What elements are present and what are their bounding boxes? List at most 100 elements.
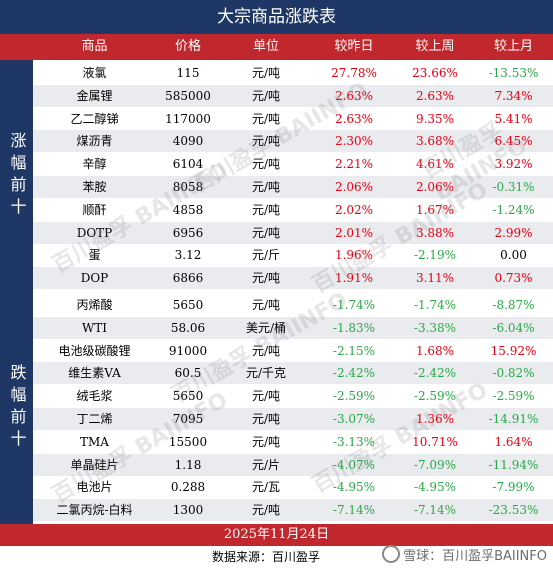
header-month: 较上月 xyxy=(493,39,533,54)
price-cell: 8058 xyxy=(172,180,204,194)
table-row: 绒毛浆 5650 元/吨 -2.59% -2.59% -2.59% xyxy=(33,385,553,407)
change-day-cell: -3.13% xyxy=(332,434,376,449)
table-row: 液氯 115 元/吨 27.78% 23.66% -13.53% xyxy=(33,62,553,84)
table-row: 维生素VA 60.5 元/千克 -2.42% -2.42% -0.82% xyxy=(33,362,553,385)
table-row: 辛醇 6104 元/吨 2.21% 4.61% 3.92% xyxy=(33,153,553,175)
price-cell: 115 xyxy=(176,66,200,80)
table-row: 电池片 0.288 元/瓦 -4.95% -4.95% -7.99% xyxy=(33,476,553,498)
unit-cell: 元/吨 xyxy=(251,434,281,449)
change-month-cell: -14.91% xyxy=(488,412,539,426)
commodity-name: 苯胺 xyxy=(82,180,107,194)
unit-cell: 元/片 xyxy=(251,457,281,472)
price-cell: 15500 xyxy=(168,434,208,449)
change-day-cell: 2.21% xyxy=(334,157,374,172)
change-week-cell: 1.67% xyxy=(415,202,455,217)
commodity-name: 金属锂 xyxy=(76,88,113,103)
change-day-cell: -1.83% xyxy=(332,320,376,335)
change-day-cell: 1.91% xyxy=(334,271,374,286)
table-row: 单晶硅片 1.18 元/片 -4.07% -7.09% -11.94% xyxy=(33,453,553,476)
change-month-cell: 1.64% xyxy=(494,434,533,449)
change-month-cell: 6.45% xyxy=(494,134,533,149)
change-month-cell: -11.94% xyxy=(488,457,539,472)
price-cell: 6104 xyxy=(172,157,204,172)
unit-cell: 元/千克 xyxy=(245,366,287,381)
unit-cell: 美元/桶 xyxy=(245,320,287,335)
change-month-cell: 3.92% xyxy=(494,157,533,172)
price-cell: 5650 xyxy=(172,298,204,312)
price-cell: 3.12 xyxy=(174,248,202,263)
change-day-cell: 2.30% xyxy=(334,134,374,149)
table-title: 大宗商品涨跌表 xyxy=(0,0,553,34)
header-week: 较上周 xyxy=(415,39,455,54)
xueqiu-logo-icon xyxy=(382,545,401,563)
commodity-name: 顺酐 xyxy=(82,202,107,217)
table-row: 煤沥青 4090 元/吨 2.30% 3.68% 6.45% xyxy=(33,130,553,153)
change-week-cell: 2.63% xyxy=(415,88,455,103)
unit-cell: 元/吨 xyxy=(251,157,281,172)
price-cell: 0.288 xyxy=(170,480,206,495)
unit-cell: 元/吨 xyxy=(251,66,281,80)
unit-cell: 元/吨 xyxy=(251,298,281,312)
change-week-cell: -3.38% xyxy=(413,320,457,335)
change-day-cell: 2.02% xyxy=(334,202,374,217)
header-name: 商品 xyxy=(81,39,108,54)
change-day-cell: -4.95% xyxy=(332,480,376,495)
change-week-cell: 1.68% xyxy=(415,343,455,358)
change-day-cell: -2.59% xyxy=(332,389,376,404)
unit-cell: 元/瓦 xyxy=(251,480,281,495)
unit-cell: 元/吨 xyxy=(251,271,281,286)
commodity-name: 煤沥青 xyxy=(76,134,113,149)
change-month-cell: -0.82% xyxy=(492,366,535,381)
unit-cell: 元/斤 xyxy=(251,248,281,263)
change-day-cell: 1.96% xyxy=(334,248,374,263)
unit-cell: 元/吨 xyxy=(251,343,281,358)
change-week-cell: 3.68% xyxy=(415,134,455,149)
losers-group: 跌幅前十 丙烯酸 5650 元/吨 -1.74% -1.74% -8.87% WTI 58.06… xyxy=(0,292,553,524)
table-row: 丙烯酸 5650 元/吨 -1.74% -1.74% -8.87% xyxy=(33,294,553,316)
change-week-cell: 3.11% xyxy=(415,271,455,286)
unit-cell: 元/吨 xyxy=(251,111,281,126)
data-source-bar: 数据来源：百川盈孚 xyxy=(0,546,553,568)
change-week-cell: 2.06% xyxy=(415,180,455,194)
change-month-cell: 0.73% xyxy=(494,271,533,286)
watermark-text: 雪球：百川盈孚BAIINFO xyxy=(403,549,547,564)
price-cell: 6866 xyxy=(172,271,204,286)
change-week-cell: 4.61% xyxy=(415,157,455,172)
table-row: 电池级碳酸锂 91000 元/吨 -2.15% 1.68% 15.92% xyxy=(33,340,553,362)
price-cell: 585000 xyxy=(165,88,211,103)
table-row: 苯胺 8058 元/吨 2.06% 2.06% -0.31% xyxy=(33,176,553,198)
change-week-cell: 23.66% xyxy=(412,66,458,80)
change-week-cell: -2.19% xyxy=(413,248,457,263)
change-week-cell: 1.36% xyxy=(415,412,455,426)
price-cell: 60.5 xyxy=(174,366,202,381)
commodity-name: 辛醇 xyxy=(82,157,107,172)
price-cell: 58.06 xyxy=(170,320,206,335)
unit-cell: 元/吨 xyxy=(251,180,281,194)
change-month-cell: -0.31% xyxy=(492,180,535,194)
change-day-cell: -1.74% xyxy=(332,298,376,312)
change-week-cell: -1.74% xyxy=(413,298,457,312)
price-cell: 1300 xyxy=(172,503,204,518)
change-month-cell: 7.34% xyxy=(494,88,533,103)
commodity-name: 维生素VA xyxy=(68,366,121,381)
change-week-cell: 9.35% xyxy=(415,111,455,126)
table-row: 顺酐 4858 元/吨 2.02% 1.67% -1.24% xyxy=(33,199,553,221)
change-month-cell: -13.53% xyxy=(488,66,539,80)
unit-cell: 元/吨 xyxy=(251,389,281,404)
commodity-name: 液氯 xyxy=(82,66,107,80)
change-month-cell: 5.41% xyxy=(494,111,533,126)
table-row: 蛋 3.12 元/斤 1.96% -2.19% 0.00 xyxy=(33,244,553,266)
change-month-cell: -2.59% xyxy=(492,389,535,404)
price-cell: 7095 xyxy=(172,412,204,426)
change-week-cell: -2.42% xyxy=(413,366,457,381)
commodity-name: TMA xyxy=(80,434,109,449)
change-week-cell: -2.59% xyxy=(413,389,457,404)
unit-cell: 元/吨 xyxy=(251,503,281,518)
commodity-name: 绒毛浆 xyxy=(76,389,113,404)
header-unit: 单位 xyxy=(252,39,279,54)
gainers-group: 涨幅前十 液氯 115 元/吨 27.78% 23.66% -13.53% 金属锂 585000… xyxy=(0,60,553,292)
unit-cell: 元/吨 xyxy=(251,134,281,149)
group-label: 涨幅前十 xyxy=(0,60,33,292)
change-day-cell: -2.42% xyxy=(332,366,376,381)
change-month-cell: -23.53% xyxy=(488,503,539,518)
